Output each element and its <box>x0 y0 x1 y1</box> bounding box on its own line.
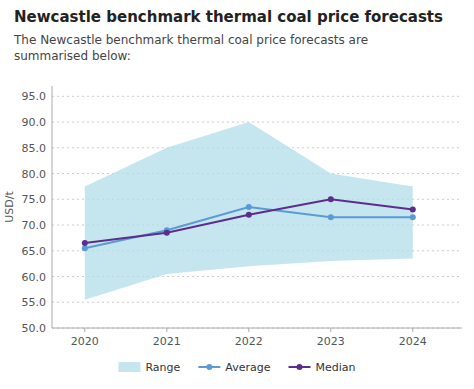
point <box>246 204 252 210</box>
y-axis-line <box>52 86 53 328</box>
grid-line <box>52 122 462 123</box>
x-tick <box>330 328 331 332</box>
legend-marker <box>206 364 212 370</box>
y-tick-label: 60.0 <box>22 271 47 284</box>
point <box>246 212 252 218</box>
plot-area <box>82 122 416 300</box>
y-tick-label: 55.0 <box>22 296 47 309</box>
grid-line <box>52 96 462 97</box>
point <box>328 196 334 202</box>
y-tick-label: 85.0 <box>22 142 47 155</box>
x-tick-label: 2021 <box>153 335 181 348</box>
y-tick-label: 70.0 <box>22 219 47 232</box>
x-tick-label: 2020 <box>71 335 99 348</box>
range-area <box>85 122 413 300</box>
title: Newcastle benchmark thermal coal price f… <box>14 8 443 26</box>
x-tick <box>166 328 167 332</box>
chart: Newcastle benchmark thermal coal price f… <box>0 0 474 389</box>
subtitle: The Newcastle benchmark thermal coal pri… <box>13 33 368 63</box>
point <box>82 240 88 246</box>
x-tick <box>84 328 85 332</box>
y-tick-label: 95.0 <box>22 90 47 103</box>
legend-label: Median <box>316 361 356 374</box>
line <box>85 199 413 243</box>
legend-label: Range <box>145 361 180 374</box>
point <box>410 214 416 220</box>
x-tick <box>248 328 249 332</box>
x-tick-label: 2022 <box>235 335 263 348</box>
y-tick-label: 75.0 <box>22 193 47 206</box>
point <box>410 207 416 213</box>
x-axis-line <box>52 328 462 329</box>
y-tick-label: 80.0 <box>22 168 47 181</box>
point <box>328 214 334 220</box>
grid-line <box>52 302 462 303</box>
x-tick-label: 2023 <box>317 335 345 348</box>
legend-marker <box>297 364 303 370</box>
legend-label: Average <box>225 361 270 374</box>
legend: Range Average Median <box>118 361 355 374</box>
y-tick-label: 65.0 <box>22 245 47 258</box>
x-tick-label: 2024 <box>399 335 427 348</box>
legend-swatch <box>118 362 140 372</box>
point <box>82 245 88 251</box>
point <box>164 230 170 236</box>
line <box>85 207 413 248</box>
y-tick-label: 50.0 <box>22 322 47 335</box>
y-tick-label: 90.0 <box>22 116 47 129</box>
x-tick <box>412 328 413 332</box>
y-axis-label: USD/t <box>3 191 16 223</box>
grid-line <box>52 328 462 329</box>
